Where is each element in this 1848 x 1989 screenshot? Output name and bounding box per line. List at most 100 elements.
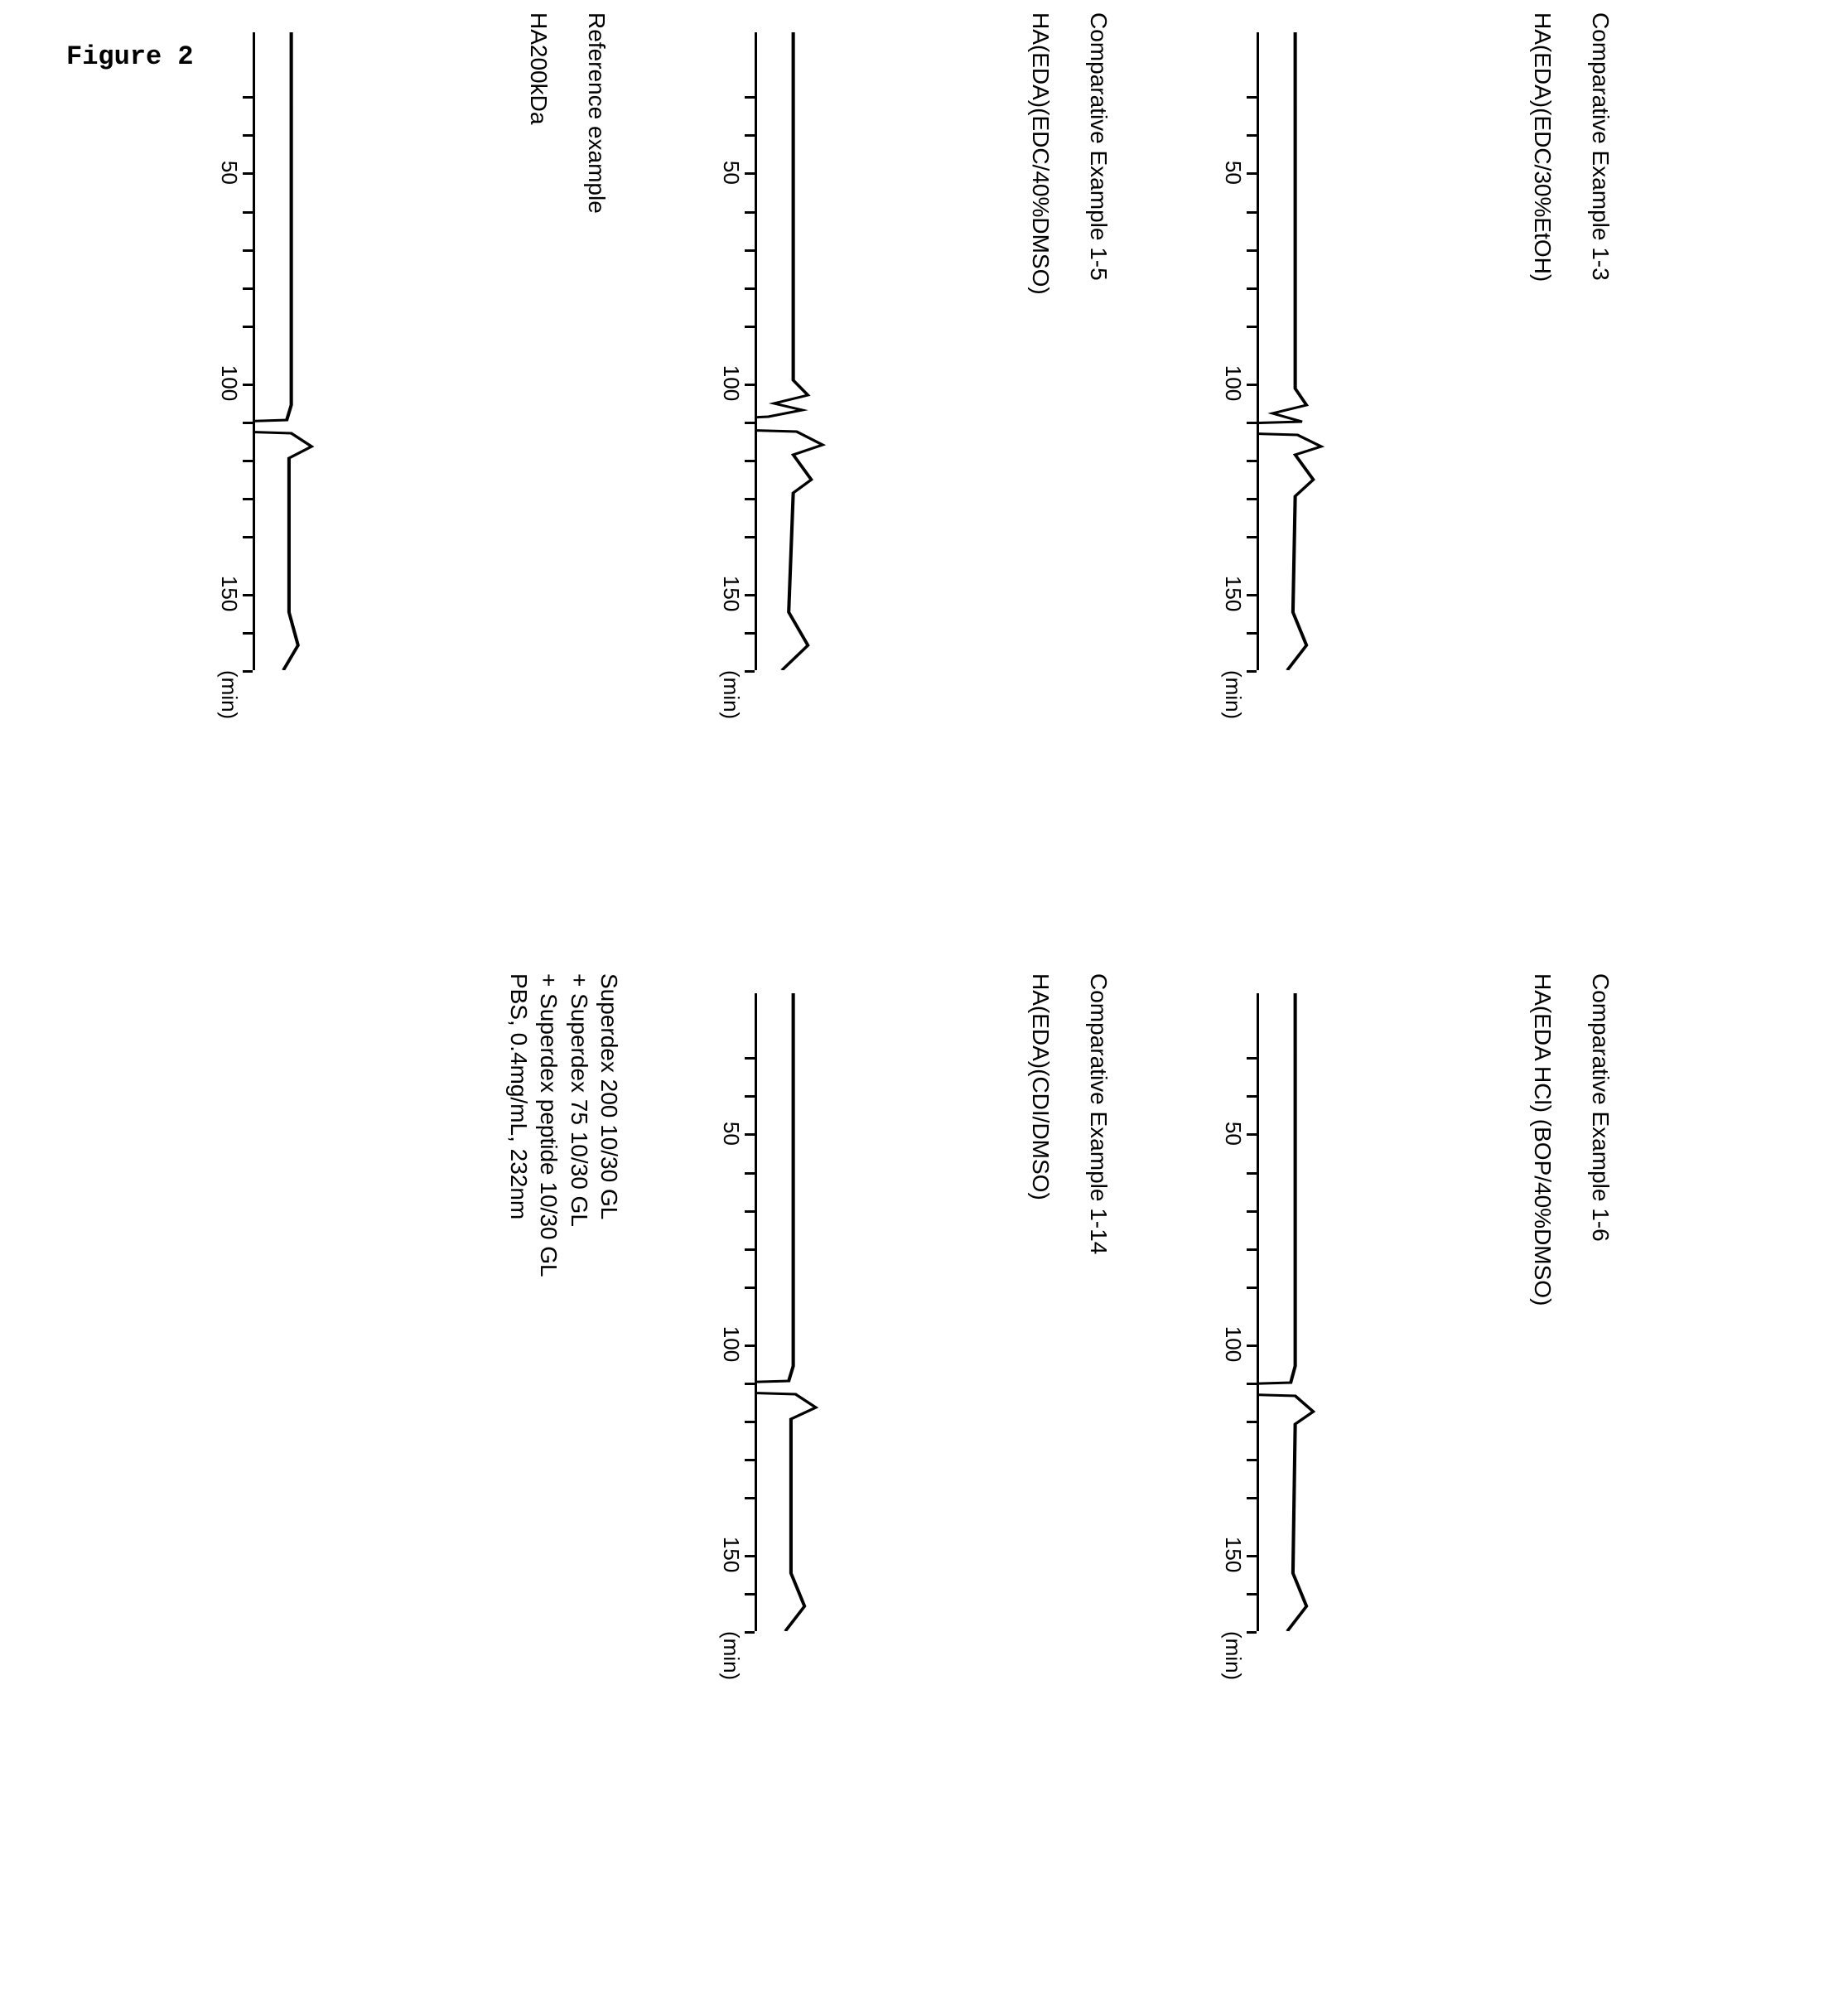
title-line: Comparative Example 1-6: [1588, 973, 1614, 1242]
axis-tick-label: 100: [1220, 365, 1246, 401]
x-axis: 50100150(min): [755, 993, 757, 1631]
axis-tick: [243, 594, 253, 596]
axis-tick: [745, 172, 755, 175]
axis-minor-tick: [1247, 1057, 1257, 1060]
axis-minor-tick: [745, 249, 755, 252]
axis-tick-label: 50: [1220, 1122, 1246, 1146]
axis-unit: (min): [718, 1631, 744, 1680]
chromatogram-chart: 50100150(min): [205, 7, 519, 687]
axis-minor-tick: [745, 632, 755, 635]
axis-minor-tick: [243, 134, 253, 137]
panel-reference: Reference example HA200kDa 50100150(min): [205, 7, 640, 786]
axis-tick: [745, 1133, 755, 1136]
title-line: HA200kDa: [526, 12, 552, 124]
axis-minor-tick: [745, 670, 755, 673]
axis-minor-tick: [745, 1631, 755, 1634]
panel-title: Reference example HA200kDa: [524, 12, 640, 786]
axis-unit: (min): [718, 670, 744, 719]
axis-minor-tick: [745, 1172, 755, 1175]
axis-tick-label: 50: [718, 161, 744, 185]
title-line: HA(EDA)(CDI/DMSO): [1028, 973, 1054, 1200]
axis-minor-tick: [1247, 670, 1257, 673]
axis-tick-label: 100: [216, 365, 242, 401]
axis-tick: [1247, 1345, 1257, 1347]
axis-tick-label: 150: [1220, 576, 1246, 611]
axis-tick: [745, 1345, 755, 1347]
axis-minor-tick: [1247, 1248, 1257, 1251]
axis-unit: (min): [1220, 1631, 1246, 1680]
axis-minor-tick: [1247, 134, 1257, 137]
axis-minor-tick: [1247, 1383, 1257, 1385]
axis-tick-label: 150: [216, 576, 242, 611]
axis-minor-tick: [1247, 1593, 1257, 1596]
trace-line: [255, 32, 504, 670]
axis-tick-label: 150: [718, 1537, 744, 1572]
axis-minor-tick: [745, 287, 755, 290]
panel-title: Comparative Example 1-3 HA(EDA)(EDC/30%E…: [1528, 12, 1644, 786]
trace-line: [757, 32, 1006, 670]
axis-tick: [1247, 594, 1257, 596]
x-axis: 50100150(min): [253, 32, 255, 670]
axis-minor-tick: [243, 287, 253, 290]
figure-label: Figure 2: [66, 41, 194, 72]
title-line: Reference example: [584, 12, 610, 214]
title-line: HA(EDA HCl) (BOP/40%DMSO): [1530, 973, 1556, 1306]
title-line: HA(EDA)(EDC/30%EtOH): [1530, 12, 1556, 282]
panel-title: Comparative Example 1-6 HA(EDA HCl) (BOP…: [1528, 973, 1644, 1747]
axis-minor-tick: [1247, 326, 1257, 328]
x-axis: 50100150(min): [1257, 32, 1259, 670]
axis-minor-tick: [745, 96, 755, 99]
chromatogram-chart: 50100150(min): [707, 968, 1021, 1648]
axis-minor-tick: [1247, 460, 1257, 462]
axis-minor-tick: [1247, 96, 1257, 99]
trace-line: [757, 993, 1006, 1631]
axis-minor-tick: [745, 1421, 755, 1423]
axis-tick-label: 100: [718, 1326, 744, 1362]
axis-minor-tick: [745, 536, 755, 538]
axis-minor-tick: [745, 1095, 755, 1098]
panel-title: Comparative Example 1-5 HA(EDA)(EDC/40%D…: [1026, 12, 1142, 786]
axis-tick: [1247, 1555, 1257, 1557]
x-axis: 50100150(min): [755, 32, 757, 670]
axis-minor-tick: [745, 326, 755, 328]
axis-minor-tick: [1247, 1497, 1257, 1499]
axis-minor-tick: [745, 460, 755, 462]
chart-grid: Comparative Example 1-3 HA(EDA)(EDC/30%E…: [205, 7, 1644, 1747]
axis-minor-tick: [1247, 1459, 1257, 1461]
axis-tick-label: 50: [1220, 161, 1246, 185]
axis-minor-tick: [1247, 498, 1257, 500]
axis-tick-label: 50: [718, 1122, 744, 1146]
axis-minor-tick: [1247, 1210, 1257, 1213]
title-line: HA(EDA)(EDC/40%DMSO): [1028, 12, 1054, 295]
axis-minor-tick: [243, 632, 253, 635]
trace-line: [1259, 993, 1508, 1631]
axis-minor-tick: [243, 422, 253, 424]
axis-unit: (min): [1220, 670, 1246, 719]
axis-minor-tick: [745, 1459, 755, 1461]
axis-minor-tick: [1247, 422, 1257, 424]
panel-comp-1-6: Comparative Example 1-6 HA(EDA HCl) (BOP…: [1209, 968, 1644, 1747]
axis-minor-tick: [745, 422, 755, 424]
chromatogram-chart: 50100150(min): [1209, 968, 1523, 1648]
axis-unit: (min): [216, 670, 242, 719]
axis-minor-tick: [745, 1248, 755, 1251]
axis-minor-tick: [745, 1383, 755, 1385]
axis-minor-tick: [745, 211, 755, 214]
axis-minor-tick: [1247, 1287, 1257, 1289]
axis-minor-tick: [243, 498, 253, 500]
axis-minor-tick: [1247, 249, 1257, 252]
axis-minor-tick: [243, 670, 253, 673]
axis-tick-label: 150: [718, 576, 744, 611]
axis-minor-tick: [745, 1287, 755, 1289]
axis-minor-tick: [1247, 1095, 1257, 1098]
axis-minor-tick: [745, 134, 755, 137]
axis-minor-tick: [745, 1497, 755, 1499]
axis-tick: [243, 172, 253, 175]
axis-minor-tick: [243, 211, 253, 214]
axis-minor-tick: [1247, 211, 1257, 214]
axis-tick: [745, 1555, 755, 1557]
axis-minor-tick: [243, 326, 253, 328]
axis-tick-label: 100: [718, 365, 744, 401]
axis-tick: [1247, 172, 1257, 175]
axis-minor-tick: [243, 249, 253, 252]
